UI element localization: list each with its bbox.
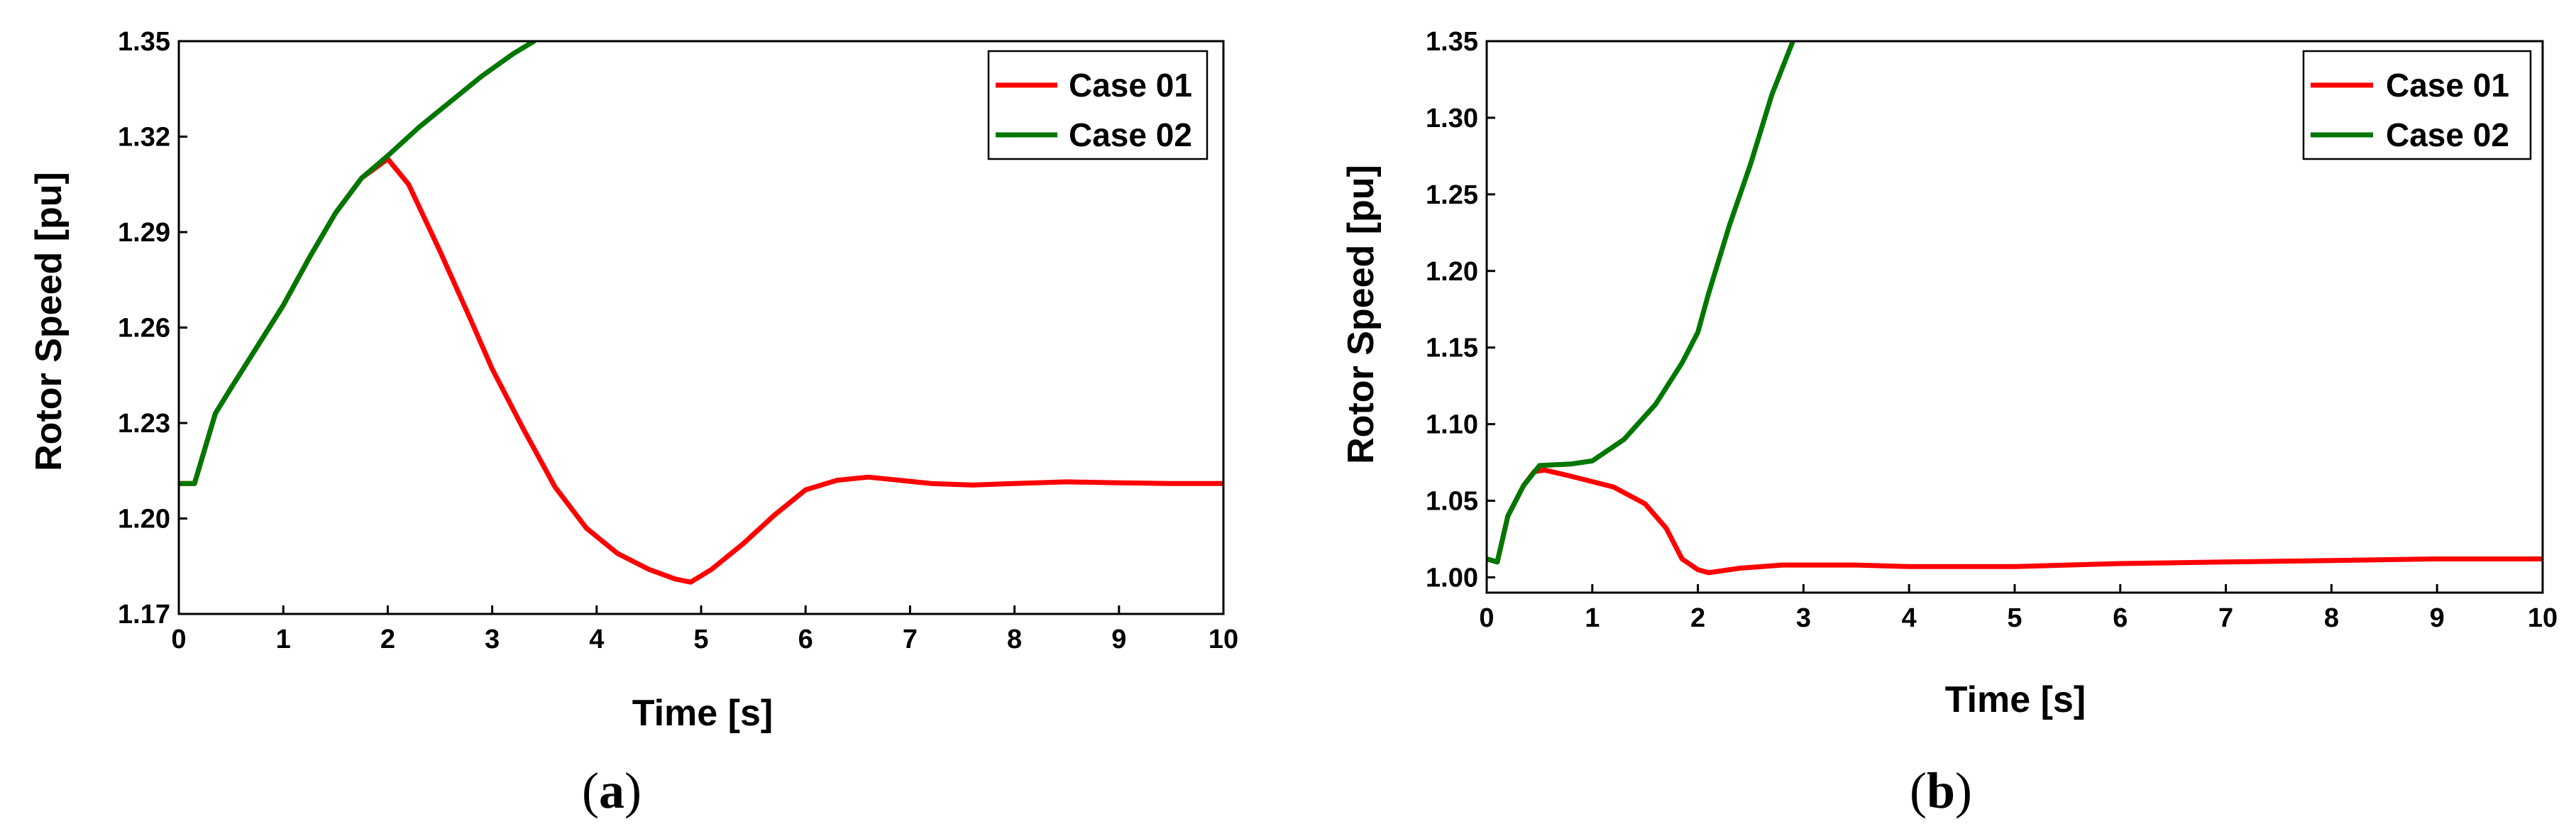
x-axis-ticks-a: 0 1 2 3 4 5 6 7 8 9 10 (171, 605, 1238, 654)
x-tick-label: 6 (798, 625, 813, 654)
x-tick-label: 2 (380, 625, 395, 654)
y-tick-label: 1.26 (118, 314, 170, 344)
y-tick-label: 1.30 (1426, 104, 1478, 133)
series-line-case01 (179, 156, 1223, 585)
x-tick-label: 7 (903, 625, 918, 654)
x-tick-label: 3 (485, 625, 500, 654)
x-tick-label: 1 (276, 625, 291, 654)
x-axis-ticks-b: 0 1 2 3 4 5 6 7 8 9 10 (1479, 584, 2558, 633)
y-axis-label-b: Rotor Speed [pu] (1341, 165, 1382, 464)
legend-label-case01-a: Case 01 (1069, 67, 1192, 104)
x-tick-label: 10 (1209, 625, 1238, 654)
x-axis-label-b: Time [s] (1945, 679, 2086, 720)
x-tick-label: 5 (693, 625, 708, 654)
x-tick-label: 0 (171, 625, 186, 654)
y-tick-label: 1.15 (1426, 334, 1478, 363)
x-tick-label: 7 (2218, 603, 2233, 633)
y-tick-label: 1.10 (1426, 410, 1478, 440)
series-line-case01 (1487, 467, 2543, 576)
y-tick-label: 1.05 (1426, 487, 1478, 517)
x-tick-label: 2 (1690, 603, 1705, 633)
plot-frame-a (177, 40, 1225, 615)
y-axis-label-a: Rotor Speed [pu] (28, 172, 70, 471)
y-tick-label: 1.35 (118, 27, 170, 57)
legend-box-a (987, 50, 1209, 160)
legend-b: Case 01 Case 02 (2302, 50, 2532, 160)
y-tick-label: 1.25 (1426, 180, 1478, 210)
x-tick-label: 1 (1585, 603, 1600, 633)
series-group-b (1487, 41, 2543, 576)
series-line-case02 (1487, 41, 1795, 565)
caption-letter-a: a (599, 762, 624, 819)
y-axis-ticks-b: 1.00 1.05 1.10 1.15 1.20 1.25 1.30 1.35 (1426, 27, 1495, 593)
y-axis-ticks-a: 1.17 1.20 1.23 1.26 1.29 1.32 1.35 (118, 27, 187, 630)
caption-letter-b: b (1927, 762, 1955, 819)
series-line-case02 (179, 41, 536, 486)
y-tick-label: 1.20 (1426, 257, 1478, 287)
legend-label-case02-b: Case 02 (2386, 116, 2509, 153)
y-tick-label: 1.32 (118, 123, 170, 153)
legend-label-case02-a: Case 02 (1069, 116, 1192, 153)
caption-b: (b) (1910, 762, 1972, 819)
chart-a: 1.17 1.20 1.23 1.26 1.29 1.32 1.35 0 1 2 3 4 5 6 7 8 9 1… (28, 27, 1238, 819)
y-tick-label: 1.35 (1426, 27, 1478, 57)
y-tick-label: 1.23 (118, 409, 170, 439)
legend-box-b (2302, 50, 2532, 160)
x-tick-label: 5 (2007, 603, 2022, 633)
series-group-a (179, 41, 1223, 585)
x-tick-label: 0 (1479, 603, 1494, 633)
x-tick-label: 8 (2324, 603, 2339, 633)
x-tick-label: 3 (1796, 603, 1811, 633)
x-tick-label: 8 (1007, 625, 1022, 654)
x-tick-label: 9 (1111, 625, 1126, 654)
x-tick-label: 10 (2528, 603, 2558, 633)
chart-b: 1.00 1.05 1.10 1.15 1.20 1.25 1.30 1.35 0 1 2 3 4 5 6… (1341, 27, 2558, 819)
x-tick-label: 4 (589, 625, 604, 654)
y-tick-label: 1.17 (118, 600, 170, 630)
legend-a: Case 01 Case 02 (987, 50, 1209, 160)
y-tick-label: 1.29 (118, 218, 170, 248)
x-tick-label: 9 (2430, 603, 2445, 633)
y-tick-label: 1.00 (1426, 563, 1478, 593)
x-axis-label-a: Time [s] (632, 693, 773, 734)
plot-frame-b (1485, 40, 2544, 594)
y-tick-label: 1.20 (118, 505, 170, 534)
x-tick-label: 4 (1902, 603, 1917, 633)
legend-label-case01-b: Case 01 (2386, 67, 2509, 104)
x-tick-label: 6 (2113, 603, 2128, 633)
caption-a: (a) (582, 762, 642, 819)
